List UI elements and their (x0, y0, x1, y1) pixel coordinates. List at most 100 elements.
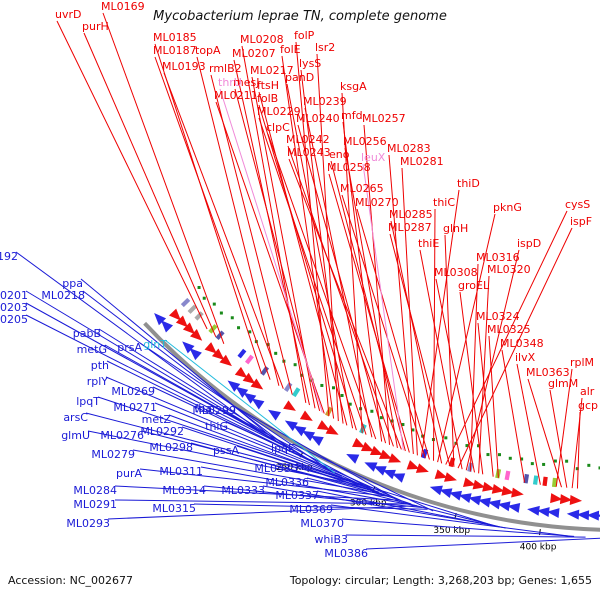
gene-label: folE (280, 43, 301, 56)
forward-feature (299, 410, 313, 421)
reverse-feature (497, 501, 511, 512)
leader-line (83, 32, 217, 338)
reverse-feature (429, 485, 443, 496)
gc-mark (212, 302, 216, 306)
leader-line (286, 83, 354, 429)
gc-mark (401, 423, 405, 427)
gc-mark (553, 459, 557, 463)
leader-line (281, 55, 335, 419)
leader-line (356, 208, 430, 460)
gene-label: pknG (493, 201, 522, 214)
gene-label: ML0370 (300, 517, 344, 530)
leader-line (516, 363, 541, 485)
gc-mark (320, 383, 324, 387)
leader-line (306, 477, 501, 528)
forward-feature (406, 460, 420, 470)
cog-feature (237, 348, 247, 359)
gene-label: ksgA (340, 80, 367, 93)
leader-line (459, 291, 484, 475)
gene-label: arsC (63, 411, 88, 424)
genome-backbone (143, 321, 600, 532)
reverse-feature (235, 386, 249, 398)
leader-line (154, 56, 271, 380)
leader-line (287, 145, 394, 447)
reverse-feature (392, 473, 406, 483)
gene-label: ppa (62, 277, 83, 290)
leader-line (288, 158, 402, 450)
gc-mark (202, 296, 206, 300)
leader-line (437, 213, 496, 463)
leader-line (190, 442, 396, 499)
gc-mark (508, 456, 512, 460)
gene-label: ispF (570, 215, 592, 228)
leader-line (328, 173, 410, 453)
gene-label: ML0314 (162, 484, 206, 497)
gene-label: ML0269 (111, 385, 155, 398)
reverse-feature (546, 508, 560, 519)
reverse-feature (310, 435, 324, 446)
gene-label: purH (82, 20, 109, 33)
gene-label: ML0201 (0, 289, 28, 302)
gene-label: thiC (433, 196, 455, 209)
gc-mark (219, 311, 223, 315)
leader-line (85, 412, 358, 484)
leader-line (316, 53, 339, 422)
leader-line (139, 468, 390, 497)
gene-label: ML0293 (66, 517, 110, 530)
reverse-feature (596, 514, 600, 518)
gene-label: lsr2 (315, 41, 335, 54)
leader-line (465, 249, 520, 471)
gc-mark (370, 409, 374, 413)
forward-feature (211, 348, 225, 360)
forward-feature (434, 469, 448, 479)
gene-label: pth (91, 359, 109, 372)
forward-feature (283, 400, 296, 411)
forward-feature (250, 378, 264, 390)
gene-label: glnH (443, 222, 468, 235)
gene-label: ML0311 (159, 465, 203, 478)
gene-label: glmM (548, 377, 578, 390)
reverse-feature (507, 503, 521, 513)
reverse-feature (293, 425, 307, 437)
leader-line (316, 490, 506, 529)
reverse-feature (527, 505, 540, 516)
leader-line (345, 534, 586, 538)
leader-line (445, 210, 568, 465)
gc-mark (340, 393, 344, 397)
forward-feature (352, 437, 366, 448)
forward-feature (168, 308, 181, 321)
gene-label: rplY (87, 375, 109, 388)
leader-line (389, 233, 451, 466)
gc-mark (542, 462, 546, 466)
reverse-feature (566, 509, 580, 520)
gene-label: pssA (213, 444, 239, 457)
gene-label: prsA (117, 341, 142, 354)
gene-label: ML0325 (487, 323, 531, 336)
reverse-feature (182, 341, 195, 354)
reverse-feature (268, 409, 281, 421)
cog-feature (194, 311, 204, 321)
gc-mark (348, 402, 352, 406)
leader-line (107, 505, 417, 520)
gene-label: lpqT (76, 395, 100, 408)
leader-line (193, 503, 428, 510)
gc-mark (486, 453, 490, 457)
gene-label: folP (294, 29, 315, 42)
gene-label: ML0217 (250, 64, 294, 77)
leader-line (478, 275, 490, 474)
leader-line (219, 88, 323, 413)
leader-line (87, 430, 363, 487)
reverse-feature (251, 398, 265, 410)
gene-label: ML0185 (153, 31, 197, 44)
cog-feature (504, 470, 511, 481)
leader-line (241, 45, 307, 403)
leader-line (362, 163, 404, 451)
tick-label: 250 kbp (276, 463, 313, 473)
forward-feature (482, 481, 495, 492)
leader-line (154, 402, 369, 489)
gc-mark (300, 373, 304, 377)
cog-feature (244, 354, 254, 365)
cog-feature (180, 297, 191, 308)
leader-line (164, 339, 335, 474)
leader-line (330, 504, 569, 537)
